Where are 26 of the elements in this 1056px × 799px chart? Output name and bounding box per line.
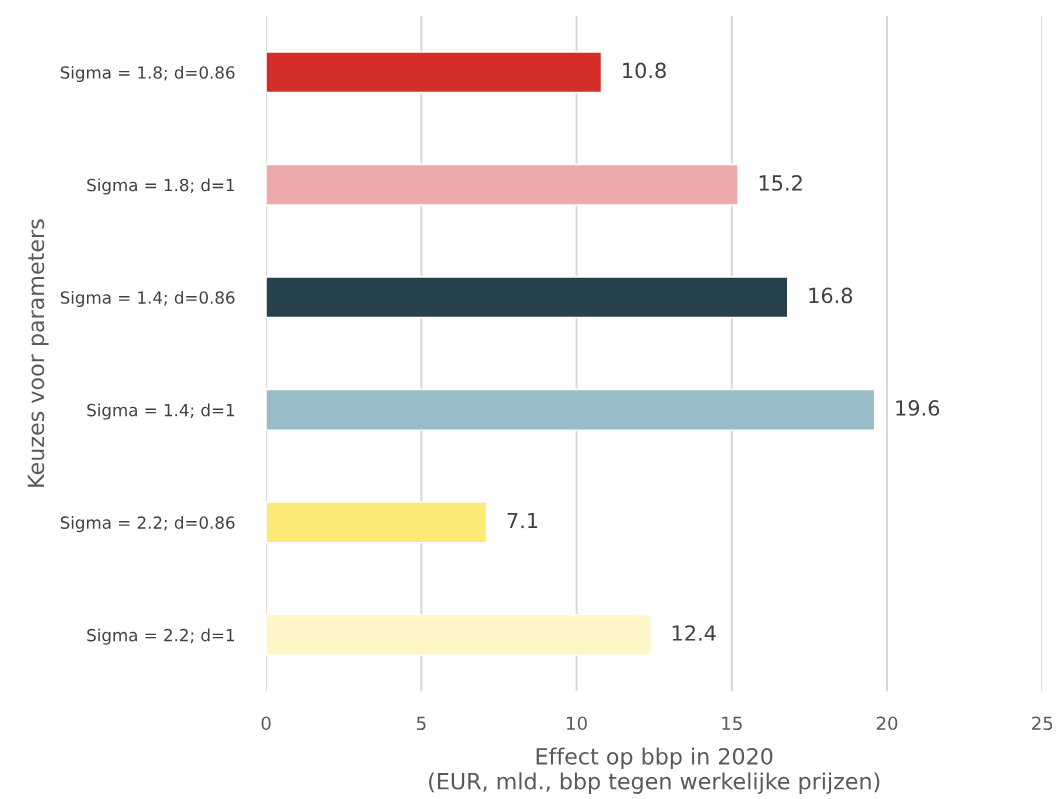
bar bbox=[266, 51, 603, 94]
y-tick-label: Sigma = 1.8; d=1 bbox=[87, 178, 235, 195]
x-tick-label: 10 bbox=[567, 716, 587, 731]
x-axis-title: Effect op bbp in 2020 (EUR, mld., bbp tegen werkelijke prijzen) bbox=[429, 747, 880, 794]
x-tick-label: 20 bbox=[876, 716, 898, 731]
data-label: 12.4 bbox=[672, 625, 716, 641]
x-tick-label: 0 bbox=[261, 716, 271, 731]
x-tick-label: 25 bbox=[1032, 716, 1053, 731]
bar bbox=[266, 501, 488, 544]
y-tick-label: Sigma = 2.2; d=1 bbox=[87, 628, 235, 645]
y-tick-label: Sigma = 1.4; d=0.86 bbox=[60, 290, 235, 308]
bar bbox=[266, 388, 876, 431]
x-tick-label: 15 bbox=[722, 716, 742, 731]
data-label: 10.8 bbox=[623, 62, 666, 79]
data-label: 7.1 bbox=[507, 512, 538, 529]
bar bbox=[266, 613, 652, 656]
y-tick-label: Sigma = 2.2; d=0.86 bbox=[60, 516, 235, 533]
bar bbox=[266, 163, 739, 206]
x-tick-label: 5 bbox=[416, 716, 426, 731]
bar bbox=[266, 276, 789, 319]
data-label: 16.8 bbox=[809, 287, 853, 304]
y-tick-label: Sigma = 1.8; d=0.86 bbox=[60, 65, 235, 83]
data-label: 15.2 bbox=[759, 175, 802, 191]
y-axis-title: Keuzes voor parameters bbox=[27, 219, 49, 487]
y-tick-label: Sigma = 1.4; d=1 bbox=[87, 403, 235, 420]
data-label: 19.6 bbox=[896, 400, 940, 416]
